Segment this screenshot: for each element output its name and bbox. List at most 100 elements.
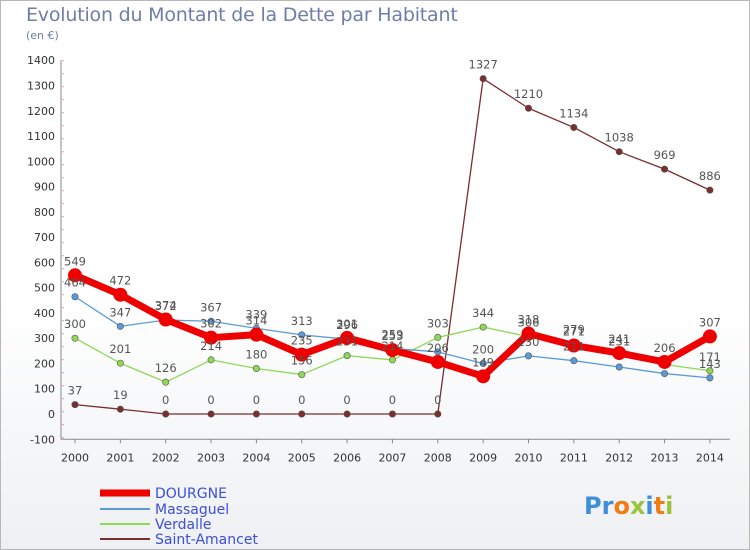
data-point bbox=[162, 410, 170, 418]
data-label: 171 bbox=[699, 350, 721, 364]
y-tick-label: 1100 bbox=[27, 130, 55, 143]
data-point bbox=[249, 327, 264, 342]
data-point bbox=[570, 123, 578, 131]
data-label: 1038 bbox=[605, 131, 634, 145]
x-tick-label: 2008 bbox=[424, 451, 452, 464]
x-tick-label: 2005 bbox=[288, 451, 316, 464]
y-tick-label: 1000 bbox=[27, 155, 55, 168]
data-point bbox=[294, 347, 309, 362]
data-point bbox=[521, 326, 536, 341]
data-point bbox=[388, 410, 396, 418]
data-label: 0 bbox=[162, 393, 169, 407]
data-label: 253 bbox=[381, 329, 403, 343]
data-label: 318 bbox=[518, 313, 540, 327]
x-tick-label: 2000 bbox=[61, 451, 89, 464]
x-tick-label: 2006 bbox=[333, 451, 361, 464]
data-label: 0 bbox=[389, 393, 396, 407]
data-label: 211 bbox=[563, 340, 585, 354]
data-label: 0 bbox=[343, 393, 350, 407]
data-point bbox=[657, 354, 672, 369]
data-point bbox=[71, 334, 79, 342]
chart-subtitle: (en €) bbox=[26, 29, 59, 42]
data-point bbox=[615, 148, 623, 156]
data-label: 1134 bbox=[559, 106, 588, 120]
y-tick-label: 600 bbox=[34, 256, 55, 269]
data-label: 231 bbox=[608, 335, 630, 349]
data-point bbox=[204, 330, 219, 345]
data-point bbox=[479, 323, 487, 331]
legend-label: Verdalle bbox=[155, 517, 211, 533]
data-label: 206 bbox=[427, 341, 449, 355]
data-point bbox=[116, 322, 124, 330]
data-label: 19 bbox=[113, 388, 128, 402]
logo-letter: i bbox=[645, 492, 654, 520]
data-point bbox=[524, 104, 532, 112]
data-point bbox=[702, 329, 717, 344]
logo-letter: t bbox=[653, 492, 666, 520]
data-label: 231 bbox=[336, 335, 358, 349]
data-label: 1210 bbox=[514, 87, 543, 101]
data-label: 279 bbox=[563, 322, 585, 336]
data-label: 303 bbox=[427, 316, 449, 330]
data-label: 214 bbox=[200, 339, 222, 353]
x-tick-label: 2011 bbox=[560, 451, 588, 464]
x-tick-label: 2001 bbox=[106, 451, 134, 464]
data-label: 372 bbox=[155, 299, 177, 313]
x-tick-label: 2004 bbox=[242, 451, 270, 464]
data-label: 969 bbox=[654, 148, 676, 162]
data-point bbox=[340, 330, 355, 345]
data-label: 300 bbox=[64, 317, 86, 331]
proxiti-logo: Proxiti bbox=[584, 492, 673, 520]
chart-title: Evolution du Montant de la Dette par Hab… bbox=[26, 4, 458, 26]
y-tick-label: 700 bbox=[34, 231, 55, 244]
data-label: 886 bbox=[699, 169, 721, 183]
data-point bbox=[113, 287, 128, 302]
data-label: 206 bbox=[654, 341, 676, 355]
data-point bbox=[162, 378, 170, 386]
data-point bbox=[661, 370, 669, 378]
logo-letter: o bbox=[613, 492, 630, 520]
data-point bbox=[298, 371, 306, 379]
data-label: 344 bbox=[472, 306, 494, 320]
data-label: 271 bbox=[563, 325, 585, 339]
data-point bbox=[385, 343, 400, 358]
data-point bbox=[476, 369, 491, 384]
data-label: 37 bbox=[68, 384, 83, 398]
x-tick-label: 2010 bbox=[515, 451, 543, 464]
x-tick-label: 2003 bbox=[197, 451, 225, 464]
data-point bbox=[434, 333, 442, 341]
data-point bbox=[116, 359, 124, 367]
data-label: 126 bbox=[155, 361, 177, 375]
data-point bbox=[207, 317, 215, 325]
data-point bbox=[68, 268, 82, 283]
data-point bbox=[158, 312, 173, 327]
x-tick-label: 2007 bbox=[378, 451, 406, 464]
data-point bbox=[388, 356, 396, 364]
y-tick-label: 200 bbox=[34, 357, 55, 370]
x-tick-label: 2002 bbox=[152, 451, 180, 464]
data-point bbox=[71, 401, 79, 409]
y-tick-label: 400 bbox=[34, 307, 55, 320]
data-point bbox=[612, 346, 627, 361]
y-tick-label: 1300 bbox=[27, 79, 55, 92]
data-label: 241 bbox=[608, 332, 630, 346]
y-tick-label: -100 bbox=[30, 433, 55, 446]
data-label: 306 bbox=[518, 316, 540, 330]
data-label: 0 bbox=[434, 393, 441, 407]
data-point bbox=[524, 352, 532, 360]
data-label: 301 bbox=[336, 317, 358, 331]
data-point bbox=[706, 367, 714, 375]
data-point bbox=[343, 410, 351, 418]
data-label: 374 bbox=[155, 298, 177, 312]
logo-letter: r bbox=[601, 492, 614, 520]
data-label: 0 bbox=[207, 393, 214, 407]
data-point bbox=[252, 410, 260, 418]
data-label: 314 bbox=[245, 314, 267, 328]
x-tick-label: 2013 bbox=[651, 451, 679, 464]
data-label: 235 bbox=[291, 334, 313, 348]
data-label: 313 bbox=[291, 314, 313, 328]
data-label: 149 bbox=[472, 355, 494, 369]
data-label: 307 bbox=[699, 315, 721, 329]
